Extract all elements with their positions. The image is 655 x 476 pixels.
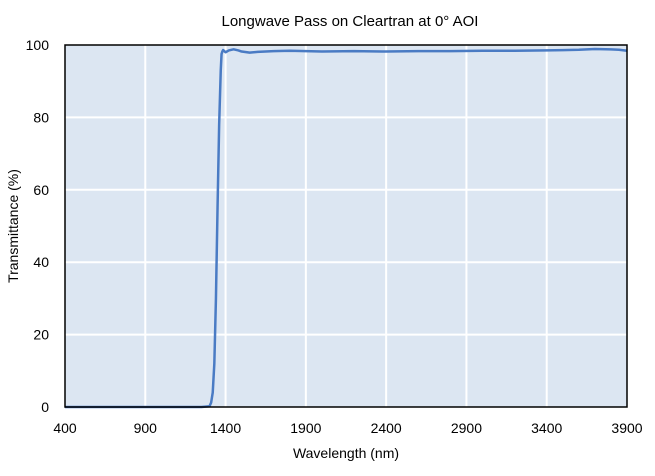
gridlines (65, 45, 627, 407)
x-tick-label-3900: 3900 (611, 420, 642, 436)
x-tick-label-1900: 1900 (290, 420, 321, 436)
x-tick-label-2900: 2900 (451, 420, 482, 436)
x-tick-label-2400: 2400 (371, 420, 402, 436)
x-axis-label: Wavelength (nm) (293, 445, 399, 461)
x-tick-label-3400: 3400 (531, 420, 562, 436)
y-tick-label-40: 40 (33, 254, 49, 270)
plot-area (65, 45, 627, 407)
y-tick-label-60: 60 (33, 182, 49, 198)
series-layer (65, 47, 628, 409)
y-tick-label-0: 0 (41, 399, 49, 415)
x-tick-label-1400: 1400 (210, 420, 241, 436)
y-tick-label-20: 20 (33, 327, 49, 343)
series-line-0 (65, 47, 628, 409)
x-tick-labels: 400 900 1400 1900 2400 2900 3400 3900 (53, 420, 642, 436)
x-tick-label-900: 900 (134, 420, 158, 436)
x-tick-label-400: 400 (53, 420, 77, 436)
chart-title: Longwave Pass on Cleartran at 0° AOI (222, 13, 479, 30)
y-axis-label: Transmittance (%) (5, 169, 21, 283)
y-tick-label-100: 100 (26, 37, 50, 53)
y-tick-label-80: 80 (33, 109, 49, 125)
y-tick-labels: 0 20 40 60 80 100 (26, 37, 50, 415)
plot-border (64, 44, 628, 408)
